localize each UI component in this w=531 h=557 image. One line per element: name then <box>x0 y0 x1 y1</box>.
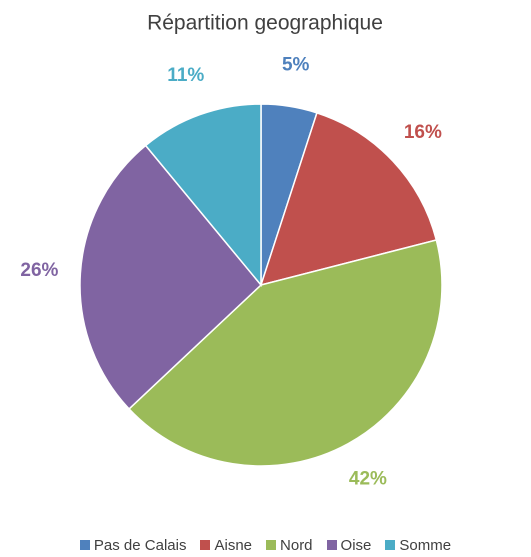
legend-label: Somme <box>399 536 452 554</box>
data-label: 42% <box>349 469 387 490</box>
legend-swatch <box>200 540 211 550</box>
data-label: 5% <box>282 55 310 76</box>
legend-item: Oise <box>326 533 372 557</box>
legend-item: Pas de Calais <box>79 533 187 557</box>
legend-label: Aisne <box>214 536 253 554</box>
legend-item: Nord <box>266 533 313 557</box>
pie-slice <box>127 239 443 467</box>
chart-svg: Répartition geographique 5% 16% 42% 26% 11% <box>20 12 443 490</box>
legend-label: Pas de Calais <box>93 536 187 554</box>
data-label: 11% <box>167 65 204 86</box>
legend-item: Somme <box>385 533 451 557</box>
legend: Pas de Calais Aisne Nord Oise Somme <box>0 533 531 557</box>
pie-slice <box>259 111 438 287</box>
legend-swatch <box>266 540 277 550</box>
data-label: 16% <box>404 122 442 143</box>
pie-slice <box>144 103 262 288</box>
legend-item: Aisne <box>200 533 252 557</box>
legend-label: Nord <box>280 536 313 554</box>
legend-swatch <box>326 540 337 550</box>
legend-swatch <box>385 540 396 550</box>
chart-title: Répartition geographique <box>147 12 383 35</box>
legend-swatch <box>79 540 90 550</box>
data-label: 26% <box>20 260 58 281</box>
legend-label: Oise <box>340 536 372 554</box>
pie-slice <box>79 144 263 410</box>
